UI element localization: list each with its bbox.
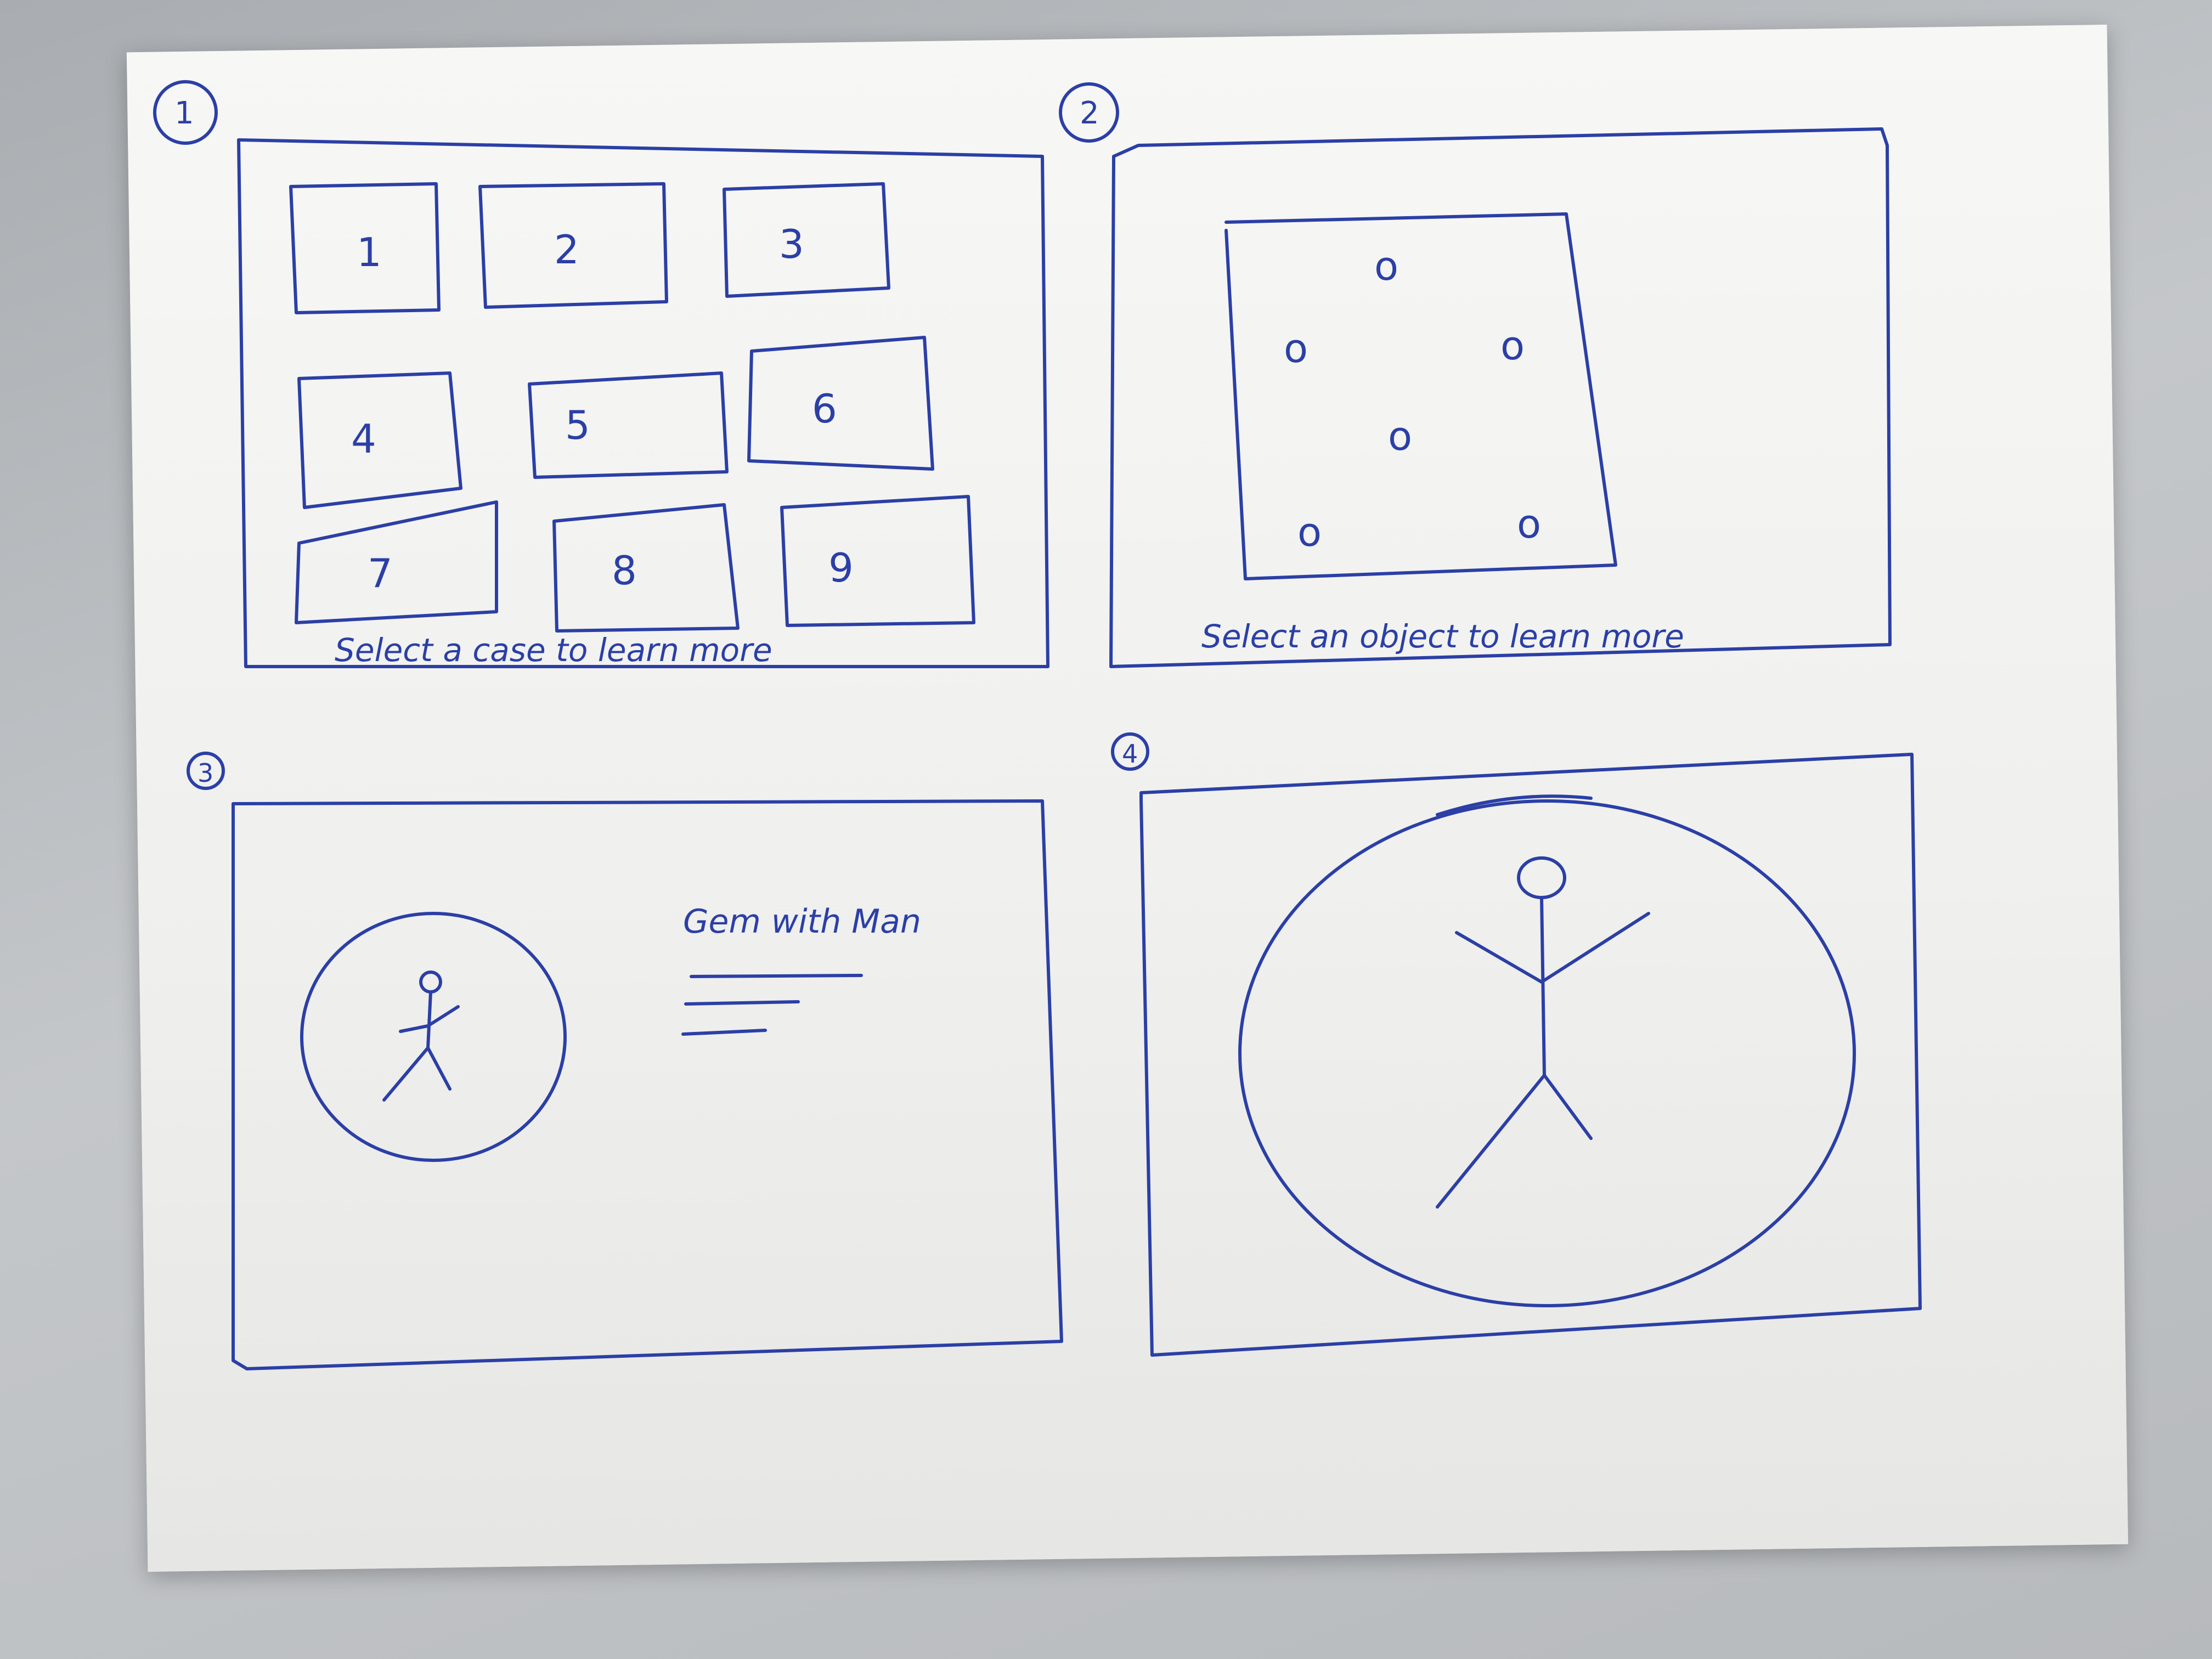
- panel-2-frame: [1109, 127, 1892, 668]
- object-marker[interactable]: o: [1388, 413, 1412, 459]
- panel-1-number: 1: [174, 95, 194, 131]
- description-line: [681, 1029, 767, 1036]
- case-tile[interactable]: 3: [723, 182, 890, 298]
- object-viewer: [1224, 212, 1617, 580]
- case-tile[interactable]: 5: [528, 371, 729, 479]
- panel-3-frame: [232, 799, 1063, 1370]
- case-tile-label: 1: [357, 229, 382, 275]
- case-tile[interactable]: 6: [747, 336, 934, 471]
- case-tile[interactable]: 2: [478, 182, 668, 309]
- object-marker[interactable]: o: [1517, 501, 1541, 547]
- panel-4-number: 4: [1122, 739, 1138, 769]
- panel-2-caption: Select an object to learn more: [1201, 618, 1684, 655]
- case-tile[interactable]: 7: [295, 500, 498, 624]
- panel-4-number-circle: [1111, 732, 1149, 771]
- man-figure-icon: [1436, 856, 1650, 1209]
- panel-1-caption: Select a case to learn more: [335, 631, 772, 669]
- case-tile-label: 5: [565, 402, 590, 448]
- gem-thumbnail: [300, 912, 567, 1162]
- object-marker[interactable]: o: [1500, 323, 1525, 369]
- panel-3: 3 Gem with Man: [187, 752, 1063, 1370]
- item-title: Gem with Man: [683, 902, 921, 941]
- panel-4: 4: [1111, 732, 1922, 1357]
- case-tile-label: 9: [828, 545, 854, 591]
- object-marker[interactable]: o: [1284, 325, 1308, 371]
- panel-2-number-circle: [1059, 82, 1119, 143]
- object-marker[interactable]: o: [1297, 509, 1322, 555]
- man-figure-icon: [382, 970, 460, 1102]
- gem-detail-view: [1238, 799, 1856, 1307]
- case-tile-label: 6: [812, 386, 837, 432]
- case-tile-label: 3: [779, 221, 804, 267]
- panel-3-number: 3: [198, 758, 213, 788]
- case-tile[interactable]: 8: [552, 503, 740, 633]
- panel-2-number: 2: [1080, 95, 1099, 131]
- case-tile-label: 2: [554, 227, 579, 273]
- object-marker[interactable]: o: [1374, 243, 1398, 289]
- panel-3-number-circle: [187, 752, 225, 790]
- case-tile[interactable]: 1: [289, 182, 441, 314]
- panel-1: 1 1 2 3 4 5 6 7: [153, 80, 1049, 669]
- gem-outline-stroke: [1436, 794, 1593, 816]
- case-tile[interactable]: 9: [780, 495, 975, 627]
- case-tile-label: 8: [612, 548, 637, 594]
- case-tile-label: 4: [351, 416, 376, 462]
- case-tile-label: 7: [368, 550, 393, 596]
- description-line: [690, 974, 863, 978]
- panel-2: 2 o o o o o o Select an object to learn …: [1059, 82, 1892, 668]
- panel-4-frame: [1139, 753, 1922, 1357]
- panel-1-number-circle: [153, 80, 218, 145]
- panel-1-frame: [237, 138, 1049, 668]
- description-line: [684, 1000, 800, 1006]
- case-tile[interactable]: 4: [297, 371, 462, 509]
